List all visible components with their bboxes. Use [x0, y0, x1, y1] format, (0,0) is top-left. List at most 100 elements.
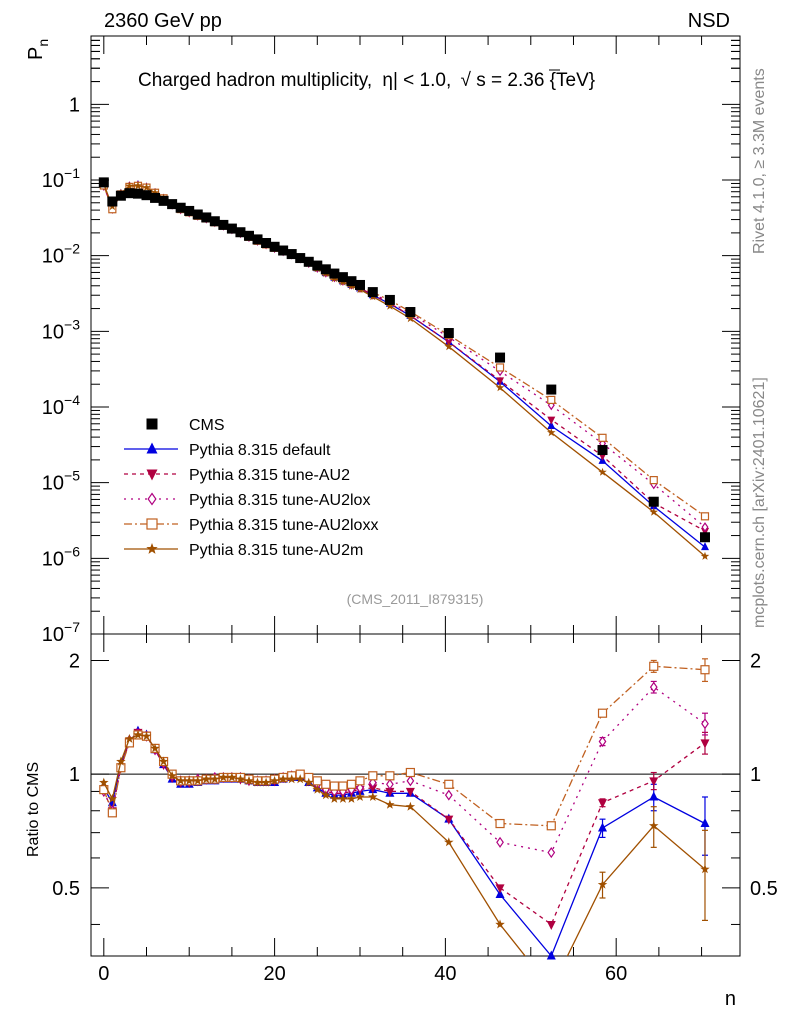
- legend-marker-pythia-8-315-tune-au2m: [146, 543, 158, 554]
- ratio-point-pythia-8-315-tune-au2m: [167, 770, 177, 780]
- y-axis-label-sub: n: [35, 39, 51, 47]
- ratio-point-pythia-8-315-tune-au2loxx: [107, 808, 117, 818]
- point-pythia-8-315-tune-au2m: [547, 428, 556, 437]
- ratio-point-pythia-8-315-tune-au2m: [495, 919, 505, 929]
- y-tick-label: 1: [69, 94, 80, 116]
- point-cms-data: [115, 190, 126, 201]
- legend-label-pythia-8-315-tune-au2lox: Pythia 8.315 tune-AU2lox: [189, 492, 370, 509]
- point-cms-data: [107, 196, 118, 207]
- ratio-point-pythia-8-315-tune-au2m: [252, 777, 263, 787]
- ratio-point-pythia-8-315-tune-au2loxx: [405, 767, 415, 778]
- point-pythia-8-315-tune-au2: [547, 416, 556, 425]
- point-cms-data: [209, 216, 220, 227]
- point-pythia-8-315-tune-au2m: [649, 507, 658, 516]
- ratio-point-pythia-8-315-tune-au2m: [368, 792, 378, 801]
- ratio-point-pythia-8-315-tune-au2m: [329, 793, 340, 803]
- point-pythia-8-315-tune-au2m: [133, 181, 143, 190]
- legend-marker-cms: [146, 418, 158, 430]
- point-cms-data: [384, 294, 395, 305]
- point-pythia-8-315-tune-au2lox: [701, 522, 709, 533]
- legend-marker-pythia-8-315-tune-au2loxx: [146, 518, 158, 530]
- ratio-point-pythia-8-315-tune-au2loxx: [346, 779, 357, 789]
- mcplots-label: mcplots.cern.ch [arXiv:2401.10621]: [751, 377, 768, 628]
- point-cms-data: [346, 276, 357, 287]
- ratio-point-pythia-8-315-tune-au2loxx: [546, 821, 556, 831]
- ratio-point-pythia-8-315-tune-au2m: [99, 777, 109, 787]
- ratio-point-pythia-8-315-tune-au2m: [269, 775, 280, 785]
- ratio-line-pythia-8-315-tune-au2: [103, 731, 706, 926]
- ratio-point-pythia-8-315-tune-au2loxx: [495, 818, 505, 829]
- ratio-tick-label-left: 0.5: [52, 878, 80, 900]
- ratio-point-pythia-8-315-tune-au2lox: [406, 775, 415, 787]
- y-tick-label: 10−6: [42, 543, 80, 570]
- ratio-point-pythia-8-315-tune-au2lox: [598, 735, 607, 748]
- ratio-tick-label-right: 0.5: [750, 878, 778, 900]
- point-pythia-8-315-tune-au2loxx: [495, 363, 505, 372]
- legend-marker-pythia-8-315-tune-au2lox: [147, 492, 157, 506]
- point-pythia-8-315-tune-au2m: [142, 183, 151, 192]
- ratio-line-pythia-8-315-tune-au2loxx: [103, 665, 706, 827]
- process-label: NSD: [688, 10, 730, 32]
- ratio-point-pythia-8-315-tune-au2m: [321, 790, 331, 800]
- point-cms-data: [124, 188, 135, 199]
- ratio-axis-label: Ratio to CMS: [25, 762, 42, 857]
- legend-label-cms: CMS: [189, 417, 225, 434]
- legend-label-pythia-8-315-default: Pythia 8.315 default: [189, 442, 331, 459]
- point-cms-data: [546, 384, 557, 395]
- point-pythia-8-315-tune-au2m: [125, 181, 134, 190]
- ratio-point-pythia-8-315-tune-au2lox: [701, 718, 709, 730]
- ratio-point-pythia-8-315-default: [649, 791, 659, 801]
- ratio-point-pythia-8-315-tune-au2m: [150, 743, 160, 753]
- point-cms-data: [201, 212, 212, 223]
- ratio-point-pythia-8-315-tune-au2: [405, 787, 415, 797]
- point-cms-data: [699, 532, 710, 543]
- legend-label-pythia-8-315-tune-au2m: Pythia 8.315 tune-AU2m: [189, 542, 363, 559]
- ratio-point-pythia-8-315-tune-au2m: [116, 756, 126, 766]
- ratio-point-pythia-8-315-tune-au2m: [295, 774, 305, 784]
- ratio-point-pythia-8-315-tune-au2m: [133, 729, 143, 739]
- ratio-point-pythia-8-315-tune-au2loxx: [597, 708, 608, 718]
- legend-label-pythia-8-315-tune-au2loxx: Pythia 8.315 tune-AU2loxx: [189, 517, 378, 534]
- title-sqrt: √: [461, 70, 472, 91]
- ratio-point-pythia-8-315-tune-au2lox: [444, 789, 453, 801]
- point-cms-data: [235, 227, 246, 238]
- point-pythia-8-315-tune-au2m: [150, 188, 160, 197]
- point-cms-data: [175, 202, 186, 213]
- ratio-point-pythia-8-315-tune-au2loxx: [116, 763, 126, 773]
- analysis-tag: (CMS_2011_I879315): [347, 591, 484, 607]
- point-cms-data: [269, 241, 280, 252]
- ratio-panel-frame: [90, 633, 741, 957]
- title-s: s = 2.36 {TeV}: [476, 70, 595, 91]
- ratio-point-pythia-8-315-tune-au2m: [405, 801, 416, 811]
- point-cms-data: [192, 209, 203, 220]
- ratio-point-pythia-8-315-tune-au2: [444, 815, 454, 825]
- point-cms-data: [329, 268, 340, 279]
- point-pythia-8-315-tune-au2m: [385, 301, 395, 310]
- ratio-point-pythia-8-315-default: [495, 889, 505, 899]
- ratio-point-pythia-8-315-tune-au2m: [175, 775, 186, 785]
- ratio-point-pythia-8-315-tune-au2m: [210, 774, 220, 784]
- ratio-point-pythia-8-315-tune-au2m: [244, 775, 254, 785]
- point-pythia-8-315-tune-au2m: [598, 467, 607, 476]
- rivet-version-label: Rivet 4.1.0, ≥ 3.3M events: [751, 68, 768, 254]
- y-tick-label: 10−7: [42, 619, 80, 646]
- x-tick-label: 0: [98, 963, 109, 985]
- point-pythia-8-315-tune-au2m: [444, 342, 454, 351]
- point-pythia-8-315-default: [547, 420, 556, 429]
- point-pythia-8-315-tune-au2m: [700, 551, 710, 560]
- ratio-tick-label-left: 2: [69, 650, 80, 672]
- x-tick-label: 40: [434, 963, 456, 985]
- ratio-point-pythia-8-315-tune-au2loxx: [355, 776, 365, 786]
- point-cms-data: [495, 352, 506, 363]
- ratio-point-pythia-8-315-tune-au2loxx: [700, 665, 710, 675]
- point-pythia-8-315-tune-au2: [496, 377, 505, 386]
- legend-marker-pythia-8-315-tune-au2: [146, 469, 158, 481]
- point-pythia-8-315-default: [700, 542, 709, 551]
- ratio-point-pythia-8-315-tune-au2loxx: [321, 779, 331, 789]
- point-cms-data: [320, 264, 331, 275]
- y-axis-label: Pn: [25, 39, 51, 60]
- ratio-line-pythia-8-315-default: [103, 730, 706, 956]
- point-pythia-8-315-tune-au2loxx: [598, 433, 607, 442]
- point-pythia-8-315-tune-au2loxx: [547, 395, 556, 405]
